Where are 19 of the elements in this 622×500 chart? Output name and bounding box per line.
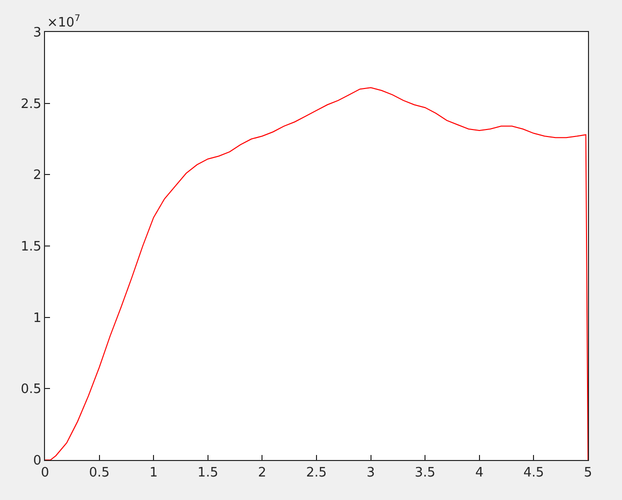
x-tick-label: 3	[366, 466, 375, 481]
y-tick-label: 2	[33, 168, 42, 184]
x-tick-label: 4.5	[523, 466, 544, 481]
y-tick-label: 2.5	[20, 96, 42, 112]
y-tick-label: 1.5	[20, 240, 42, 255]
y-tick-label: 0.5	[20, 382, 42, 398]
x-tick-label: 2	[258, 466, 266, 481]
x-tick-label: 4	[475, 466, 484, 481]
x-tick-label: 5	[584, 466, 592, 481]
y-tick-label: 3	[33, 26, 42, 41]
x-tick-label: 1.5	[198, 466, 218, 481]
line-series	[45, 87, 588, 460]
text: ×10$^{7}$	[47, 14, 80, 30]
x-tick-label: 2.5	[306, 466, 327, 481]
y-tick-label: 0	[33, 454, 42, 469]
x-tick-label: 0.5	[88, 466, 110, 481]
y-tick-label: 1	[33, 310, 42, 326]
x-tick-label: 1	[149, 466, 158, 481]
x-tick-label: 3.5	[414, 466, 436, 481]
